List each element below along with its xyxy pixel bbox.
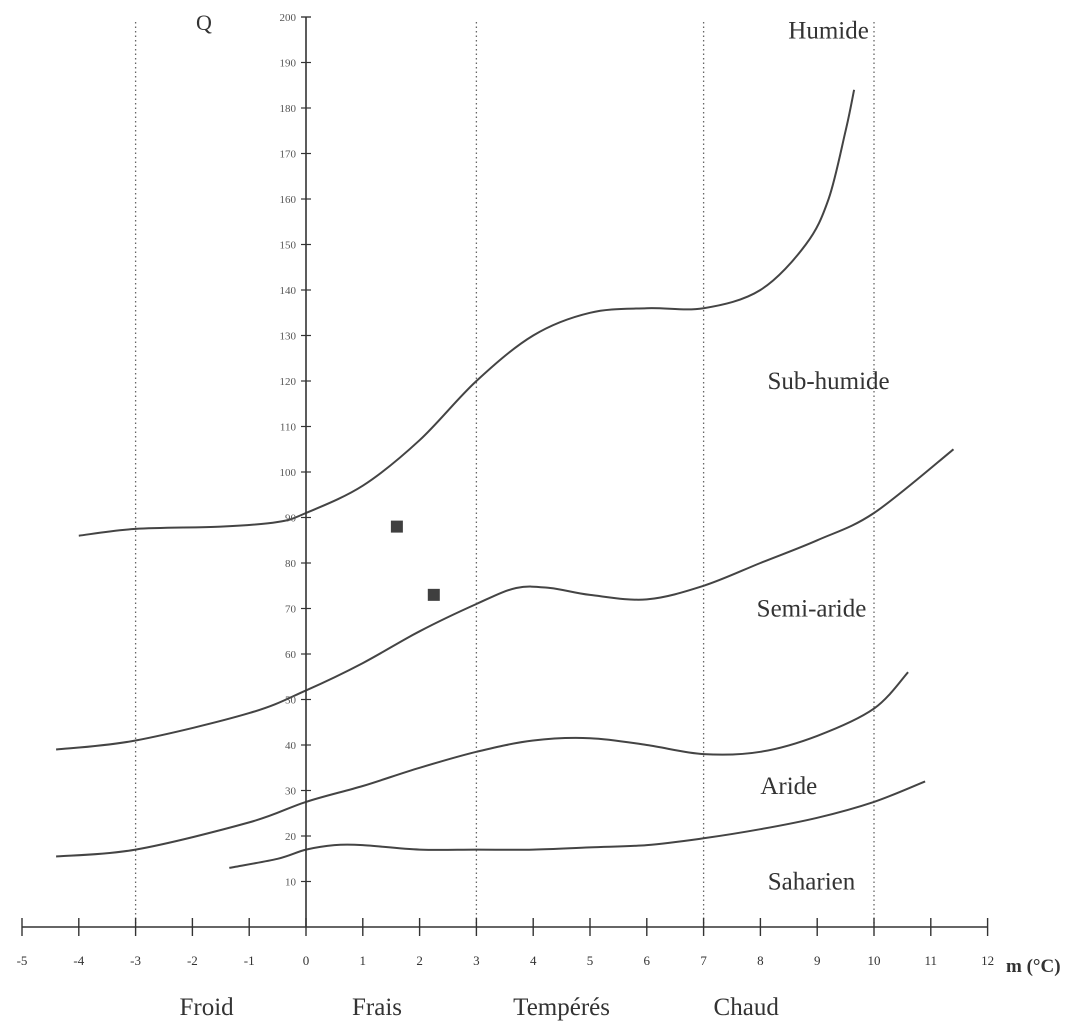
station-point — [390, 520, 403, 533]
x-tick-label: 10 — [868, 953, 881, 968]
x-tick-label: 11 — [925, 953, 938, 968]
station-points — [390, 520, 440, 601]
climate-zone-label: Humide — [788, 18, 869, 45]
x-tick-label: 1 — [360, 953, 367, 968]
climate-zone-label: Saharien — [768, 869, 856, 896]
station-point — [427, 588, 440, 601]
y-tick-label: 10 — [285, 877, 297, 889]
temperature-zone-label: Tempérés — [513, 994, 610, 1021]
x-tick-label: 12 — [981, 953, 994, 968]
x-tick-label: 2 — [416, 953, 423, 968]
y-tick-label: 180 — [280, 103, 297, 115]
y-tick-label: 50 — [285, 695, 297, 707]
axes — [22, 17, 988, 928]
temperature-zone-label: Frais — [352, 994, 402, 1021]
climate-boundary-curves — [55, 89, 955, 869]
boundary-curve — [229, 780, 926, 869]
y-tick-label: 70 — [285, 604, 297, 616]
x-tick-label: 4 — [530, 953, 537, 968]
y-tick-label: 100 — [280, 467, 297, 479]
y-tick-label: 110 — [280, 422, 297, 434]
y-tick-label: 80 — [285, 558, 297, 570]
y-axis-title: Q — [196, 10, 212, 35]
zone-labels: Humide Sub-humide Semi-aride Aride Saharien F… — [180, 18, 890, 1021]
y-tick-label: 170 — [280, 149, 297, 161]
x-tick-label: -2 — [187, 953, 198, 968]
x-tick-label: 3 — [473, 953, 480, 968]
y-tick-label: 160 — [280, 194, 297, 206]
x-tick-label: 7 — [700, 953, 707, 968]
y-tick-label: 190 — [280, 58, 297, 70]
climate-zone-label: Aride — [760, 773, 817, 800]
temperature-zone-label: Froid — [180, 994, 235, 1021]
x-tick-label: -1 — [244, 953, 255, 968]
y-tick-label: 130 — [280, 331, 297, 343]
y-tick-label: 30 — [285, 786, 297, 798]
x-tick-label: -5 — [17, 953, 28, 968]
x-ticks: -5 -4 -3 -2 -1 0 1 2 3 4 5 6 7 8 9 10 11 12 — [17, 918, 994, 968]
boundary-curve — [78, 89, 856, 537]
x-tick-label: 0 — [303, 953, 310, 968]
climate-zone-label: Sub-humide — [767, 368, 889, 395]
y-tick-label: 90 — [285, 513, 297, 525]
boundary-curve — [56, 671, 909, 858]
x-tick-label: -3 — [130, 953, 141, 968]
y-tick-label: 20 — [285, 831, 297, 843]
y-tick-label: 40 — [285, 740, 297, 752]
y-tick-label: 120 — [280, 376, 297, 388]
x-axis-title: m (°C) — [1006, 956, 1061, 977]
y-tick-label: 150 — [280, 240, 297, 252]
boundary-curve — [55, 448, 955, 751]
y-tick-label: 140 — [280, 285, 297, 297]
y-ticks: 10 20 30 40 50 60 70 80 90 100 110 120 130 140 150 160 1… — [280, 12, 311, 889]
y-tick-label: 200 — [280, 12, 297, 24]
temperature-zone-label: Chaud — [714, 994, 780, 1021]
y-tick-label: 60 — [285, 649, 297, 661]
x-tick-label: 9 — [814, 953, 821, 968]
x-tick-label: 5 — [587, 953, 594, 968]
climate-zone-label: Semi-aride — [757, 596, 867, 623]
x-tick-label: 8 — [757, 953, 764, 968]
x-tick-label: 6 — [644, 953, 651, 968]
x-tick-label: -4 — [73, 953, 84, 968]
